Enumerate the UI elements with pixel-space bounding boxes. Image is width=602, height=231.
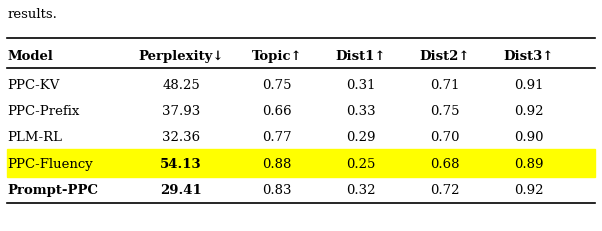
Text: PPC-Prefix: PPC-Prefix xyxy=(7,104,79,117)
Text: Perplexity↓: Perplexity↓ xyxy=(138,50,224,63)
Text: PPC-Fluency: PPC-Fluency xyxy=(7,157,93,170)
Text: 0.32: 0.32 xyxy=(346,183,376,196)
Text: 0.33: 0.33 xyxy=(346,104,376,117)
Text: 0.25: 0.25 xyxy=(346,157,376,170)
Text: Dist2↑: Dist2↑ xyxy=(420,50,470,63)
Text: 0.66: 0.66 xyxy=(262,104,292,117)
Text: Prompt-PPC: Prompt-PPC xyxy=(7,183,98,196)
Text: 0.75: 0.75 xyxy=(430,104,459,117)
Text: 0.91: 0.91 xyxy=(514,78,544,91)
Text: 0.77: 0.77 xyxy=(262,131,292,144)
Text: 29.41: 29.41 xyxy=(160,183,202,196)
Text: 32.36: 32.36 xyxy=(162,131,200,144)
Text: 0.71: 0.71 xyxy=(430,78,459,91)
Bar xyxy=(7,149,595,178)
Text: 0.31: 0.31 xyxy=(346,78,376,91)
Text: Topic↑: Topic↑ xyxy=(252,50,302,63)
Text: 0.29: 0.29 xyxy=(346,131,376,144)
Text: 0.83: 0.83 xyxy=(262,183,292,196)
Text: Model: Model xyxy=(7,50,53,63)
Text: Dist1↑: Dist1↑ xyxy=(336,50,386,63)
Text: 0.88: 0.88 xyxy=(262,157,292,170)
Text: 0.90: 0.90 xyxy=(514,131,544,144)
Text: 48.25: 48.25 xyxy=(163,78,200,91)
Text: 0.89: 0.89 xyxy=(514,157,544,170)
Text: PLM-RL: PLM-RL xyxy=(7,131,63,144)
Text: 54.13: 54.13 xyxy=(160,157,202,170)
Text: 0.92: 0.92 xyxy=(514,183,544,196)
Text: 0.72: 0.72 xyxy=(430,183,459,196)
Text: 0.70: 0.70 xyxy=(430,131,459,144)
Text: results.: results. xyxy=(7,8,57,21)
Text: 0.68: 0.68 xyxy=(430,157,459,170)
Text: 37.93: 37.93 xyxy=(162,104,200,117)
Text: 0.92: 0.92 xyxy=(514,104,544,117)
Text: Dist3↑: Dist3↑ xyxy=(503,50,554,63)
Text: 0.75: 0.75 xyxy=(262,78,292,91)
Text: PPC-KV: PPC-KV xyxy=(7,78,60,91)
